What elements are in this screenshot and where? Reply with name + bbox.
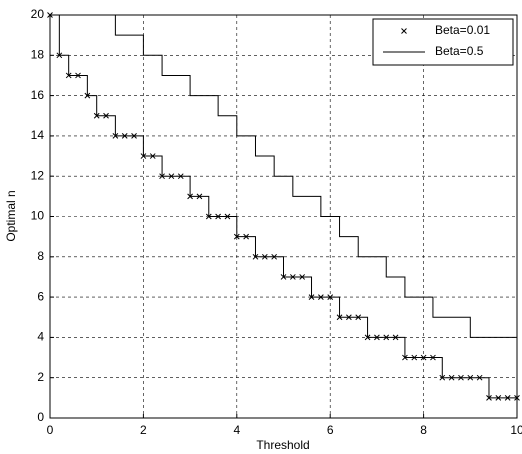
marker	[149, 153, 156, 159]
marker	[411, 354, 418, 361]
plot-frame	[49, 14, 518, 419]
marker	[215, 213, 221, 220]
legend-label: Beta=0.01	[435, 23, 490, 37]
series-line	[50, 14, 517, 338]
marker	[271, 253, 278, 260]
marker	[308, 294, 315, 300]
marker	[364, 334, 371, 341]
y-tick-label: 10	[31, 209, 45, 223]
y-tick-label: 20	[31, 7, 45, 21]
marker	[243, 233, 249, 240]
marker	[318, 294, 324, 300]
marker	[187, 193, 193, 200]
marker	[289, 274, 296, 280]
marker	[112, 133, 119, 139]
y-axis-label: Optimal n	[4, 190, 18, 241]
marker	[131, 133, 137, 139]
marker	[121, 133, 128, 139]
marker	[355, 314, 362, 321]
marker	[177, 173, 184, 180]
marker	[93, 112, 100, 119]
marker	[196, 193, 203, 200]
x-tick-label: 4	[233, 423, 240, 437]
y-tick-label: 6	[37, 289, 44, 303]
marker	[103, 112, 109, 119]
y-tick-label: 2	[37, 370, 44, 384]
x-tick-label: 8	[420, 423, 427, 437]
marker	[233, 233, 240, 240]
marker	[280, 274, 287, 280]
marker	[56, 52, 63, 59]
legend-label: Beta=0.5	[435, 44, 484, 58]
y-tick-label: 18	[31, 47, 45, 61]
marker	[65, 72, 72, 79]
x-tick-label: 2	[140, 423, 147, 437]
marker	[75, 72, 81, 79]
marker	[476, 374, 483, 381]
plot-area	[50, 15, 517, 418]
marker	[420, 354, 427, 361]
marker	[458, 374, 464, 381]
marker	[252, 253, 259, 260]
marker	[327, 294, 334, 300]
marker	[504, 394, 511, 401]
y-tick-label: 12	[31, 168, 45, 182]
y-tick-label: 0	[37, 410, 44, 424]
y-tick-label: 16	[31, 88, 45, 102]
marker	[224, 213, 231, 220]
marker	[205, 213, 212, 220]
marker	[430, 354, 436, 361]
marker	[261, 253, 268, 260]
marker	[383, 334, 390, 341]
y-tick-label: 14	[31, 128, 45, 142]
marker	[495, 394, 502, 401]
legend-marker	[401, 28, 407, 34]
x-tick-label: 6	[327, 423, 334, 437]
marker	[467, 374, 474, 381]
x-axis-label: Threshold	[256, 438, 309, 452]
marker	[299, 274, 306, 280]
marker	[336, 314, 343, 321]
marker	[448, 374, 455, 381]
legend-box	[372, 18, 514, 66]
x-tick-label: 10	[510, 423, 522, 437]
marker	[84, 92, 91, 99]
y-tick-label: 4	[37, 330, 44, 344]
marker	[140, 153, 147, 159]
marker	[346, 314, 352, 321]
x-tick-label: 0	[47, 423, 54, 437]
marker	[374, 334, 380, 341]
marker	[486, 394, 492, 401]
marker	[402, 354, 408, 361]
marker	[168, 173, 175, 180]
y-tick-label: 8	[37, 249, 44, 263]
marker	[392, 334, 399, 341]
marker	[159, 173, 165, 180]
marker	[439, 374, 446, 381]
